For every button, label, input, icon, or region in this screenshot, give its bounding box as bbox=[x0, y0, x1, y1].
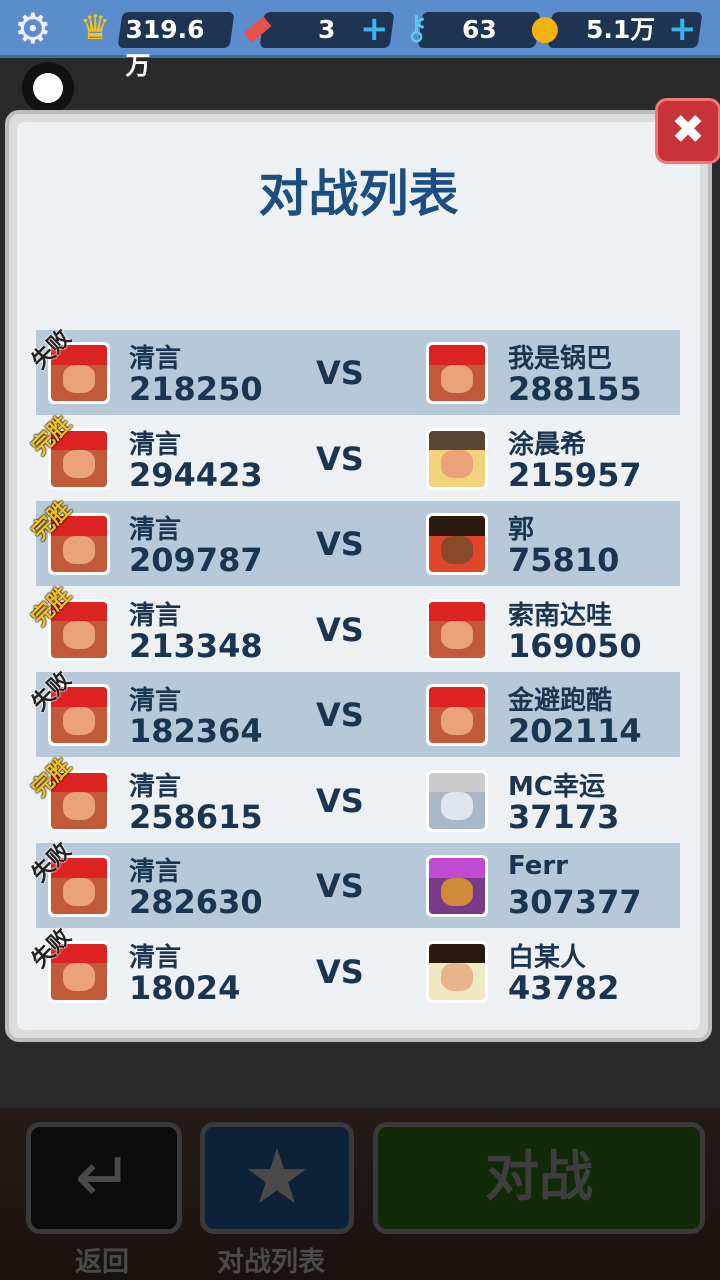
opponent-name: 郭 bbox=[508, 515, 535, 545]
player-avatar bbox=[48, 855, 110, 917]
vs-label: VS bbox=[316, 610, 364, 649]
vs-label: VS bbox=[316, 952, 364, 991]
player-name: 清言 bbox=[129, 429, 182, 460]
opponent-avatar bbox=[426, 940, 488, 1003]
player-avatar bbox=[48, 684, 110, 746]
back-button[interactable]: ↵ bbox=[26, 1122, 182, 1234]
player-score: 213348 bbox=[129, 626, 263, 665]
opponent-avatar bbox=[426, 342, 488, 404]
opponent-avatar bbox=[426, 598, 488, 661]
player-name: 清言 bbox=[129, 771, 182, 802]
add-coins-plus-icon[interactable]: + bbox=[668, 9, 697, 49]
opponent-score: 215957 bbox=[508, 455, 642, 494]
return-arrow-icon: ↵ bbox=[74, 1136, 134, 1218]
opponent-name: Ferr bbox=[508, 851, 568, 881]
battle-list-label: 对战列表 bbox=[217, 1247, 325, 1278]
vs-label: VS bbox=[316, 696, 364, 734]
top-bar: ⚙ 319.6万 ♛ 3 ▬ + 63 ⚷ 5.1万 ● + bbox=[0, 0, 720, 80]
opponent-name: 金避跑酷 bbox=[508, 686, 613, 716]
opponent-avatar bbox=[426, 855, 488, 917]
opponent-name: 白某人 bbox=[508, 942, 587, 973]
player-name: 清言 bbox=[129, 942, 182, 973]
close-button[interactable]: ✖ bbox=[655, 98, 720, 164]
battle-button-label: 对战 bbox=[485, 1145, 593, 1208]
player-score: 258615 bbox=[129, 797, 263, 836]
close-icon: ✖ bbox=[671, 107, 705, 153]
player-name: 清言 bbox=[129, 686, 182, 716]
opponent-score: 202114 bbox=[508, 712, 642, 750]
add-hoverboard-plus-icon[interactable]: + bbox=[360, 9, 389, 49]
player-name: 清言 bbox=[129, 857, 182, 887]
opponent-score: 37173 bbox=[508, 797, 620, 836]
opponent-avatar bbox=[426, 769, 488, 832]
opponent-score: 169050 bbox=[508, 626, 642, 665]
player-score: 182364 bbox=[129, 712, 263, 750]
player-name: 清言 bbox=[129, 600, 182, 631]
coin-icon: ● bbox=[530, 8, 560, 48]
vs-label: VS bbox=[316, 781, 364, 820]
battle-list-button[interactable]: ★ bbox=[200, 1122, 354, 1234]
crown-icon: ♛ bbox=[80, 8, 111, 48]
opponent-score: 307377 bbox=[508, 883, 642, 921]
player-avatar bbox=[48, 342, 110, 404]
match-row: 失败 清言 218250 VS 我是锅巴 288155 bbox=[27, 325, 680, 415]
opponent-score: 75810 bbox=[508, 541, 620, 579]
gear-icon[interactable]: ⚙ bbox=[14, 4, 52, 53]
battle-button[interactable]: 对战 bbox=[373, 1122, 705, 1234]
player-avatar bbox=[48, 769, 110, 832]
opponent-name: MC幸运 bbox=[508, 771, 605, 802]
vs-label: VS bbox=[316, 525, 364, 563]
player-score: 282630 bbox=[129, 883, 263, 921]
player-score: 18024 bbox=[129, 968, 241, 1007]
match-row: 失败 清言 18024 VS 白某人 43782 bbox=[27, 924, 680, 1014]
opponent-score: 43782 bbox=[508, 968, 620, 1007]
star-icon: ★ bbox=[242, 1132, 312, 1221]
opponent-name: 涂晨希 bbox=[508, 429, 587, 460]
player-avatar bbox=[48, 427, 110, 490]
player-name: 清言 bbox=[129, 344, 182, 374]
back-label: 返回 bbox=[75, 1247, 129, 1278]
match-row: 失败 清言 282630 VS Ferr 307377 bbox=[27, 838, 680, 928]
indicator-dot bbox=[22, 62, 74, 114]
hoverboard-icon: ▬ bbox=[230, 2, 282, 54]
player-score: 209787 bbox=[129, 541, 263, 579]
player-name: 清言 bbox=[129, 515, 182, 545]
match-row: 完胜 清言 209787 VS 郭 75810 bbox=[27, 496, 680, 586]
vs-label: VS bbox=[316, 439, 364, 478]
key-icon: ⚷ bbox=[404, 8, 429, 48]
opponent-name: 我是锅巴 bbox=[508, 344, 613, 374]
match-row: 完胜 清言 294423 VS 涂晨希 215957 bbox=[27, 411, 680, 501]
match-row: 完胜 清言 258615 VS MC幸运 37173 bbox=[27, 753, 680, 843]
player-score: 294423 bbox=[129, 455, 263, 494]
page-title: 对战列表 bbox=[258, 165, 459, 223]
opponent-avatar bbox=[426, 427, 488, 490]
key-counter: 63 bbox=[417, 12, 541, 48]
crown-counter: 319.6万 bbox=[117, 12, 235, 80]
match-row: 失败 清言 182364 VS 金避跑酷 202114 bbox=[27, 667, 680, 757]
opponent-avatar bbox=[426, 684, 488, 746]
vs-label: VS bbox=[316, 354, 364, 392]
player-avatar bbox=[48, 940, 110, 1003]
player-avatar bbox=[48, 513, 110, 575]
opponent-avatar bbox=[426, 513, 488, 575]
player-score: 218250 bbox=[129, 370, 263, 408]
opponent-name: 索南达哇 bbox=[508, 600, 613, 631]
vs-label: VS bbox=[316, 867, 364, 905]
match-row: 完胜 清言 213348 VS 索南达哇 169050 bbox=[27, 582, 680, 672]
player-avatar bbox=[48, 598, 110, 661]
opponent-score: 288155 bbox=[508, 370, 642, 408]
